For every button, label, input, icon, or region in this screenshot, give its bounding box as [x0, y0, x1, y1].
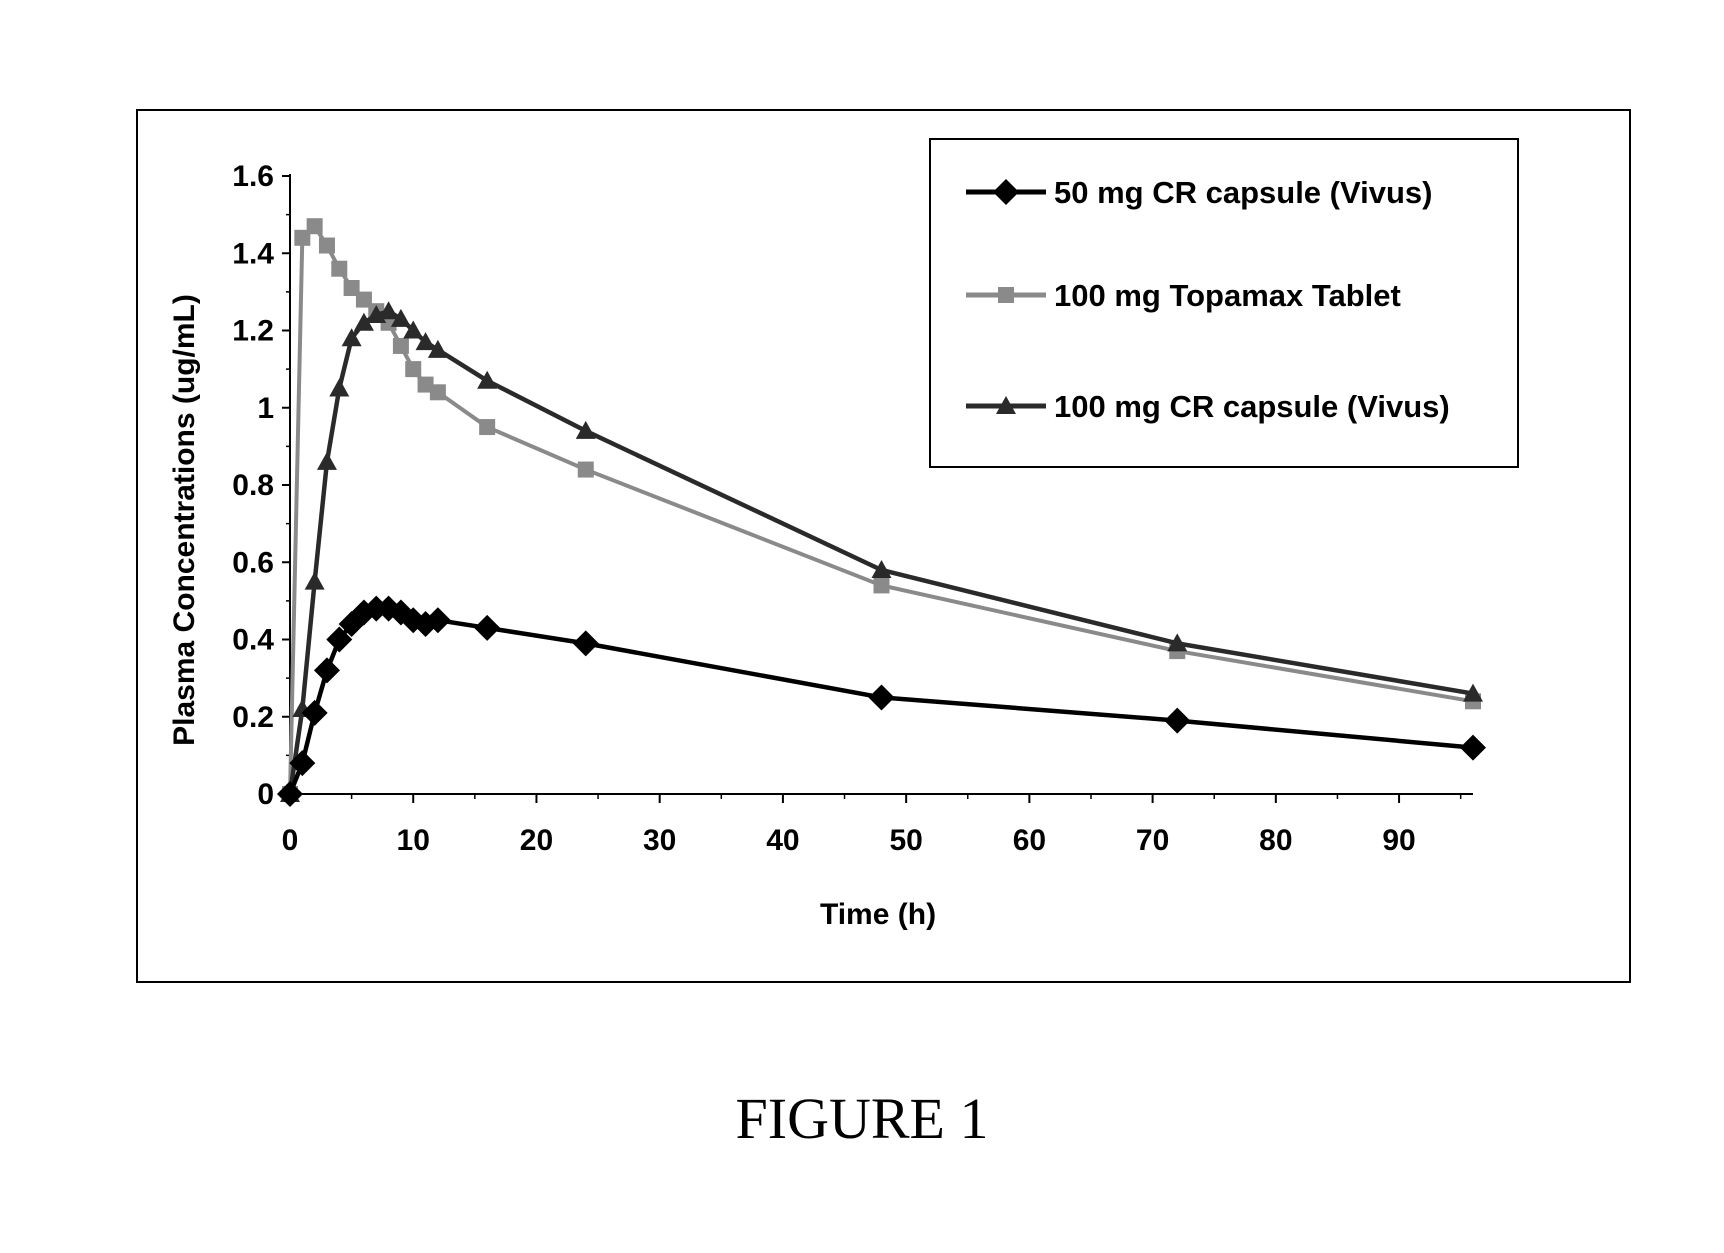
y-tick-label: 0	[257, 778, 274, 811]
series-2-point	[578, 462, 594, 478]
series-2-point	[405, 361, 421, 377]
legend-label-1: 50 mg CR capsule (Vivus)	[1054, 175, 1432, 210]
series-2-point	[430, 384, 446, 400]
x-tick-label: 70	[1136, 824, 1169, 857]
y-tick-label: 0.4	[232, 624, 274, 657]
legend: 50 mg CR capsule (Vivus) 100 mg Topamax T…	[930, 139, 1518, 467]
legend-marker-2	[998, 287, 1014, 303]
x-tick-label: 30	[643, 824, 676, 857]
x-tick-label: 40	[766, 824, 799, 857]
y-tick-label: 0.8	[232, 469, 274, 502]
series-2-point	[874, 577, 890, 593]
x-tick-label: 90	[1382, 824, 1415, 857]
x-tick-label: 10	[397, 824, 430, 857]
y-tick-label: 1.2	[232, 315, 274, 348]
x-tick-label: 0	[282, 824, 299, 857]
legend-label-3: 100 mg CR capsule (Vivus)	[1054, 389, 1450, 424]
y-axis-title: Plasma Concentrations (ug/mL)	[168, 294, 201, 746]
x-axis-title: Time (h)	[820, 898, 936, 931]
y-tick-label: 0.2	[232, 701, 274, 734]
y-tick-label: 1.6	[232, 160, 274, 193]
series-2-point	[319, 238, 335, 254]
y-tick-label: 1.4	[232, 237, 274, 270]
figure-caption: FIGURE 1	[0, 1085, 1724, 1152]
y-tick-label: 0.6	[232, 546, 274, 579]
series-2-point	[479, 419, 495, 435]
series-2-point	[331, 261, 347, 277]
series-2-point	[393, 338, 409, 354]
series-2-point	[307, 218, 323, 234]
y-tick-label: 1	[257, 392, 274, 425]
x-tick-label: 80	[1259, 824, 1292, 857]
x-tick-label: 50	[889, 824, 922, 857]
legend-label-2: 100 mg Topamax Tablet	[1054, 278, 1401, 313]
x-tick-label: 20	[520, 824, 553, 857]
x-tick-label: 60	[1013, 824, 1046, 857]
